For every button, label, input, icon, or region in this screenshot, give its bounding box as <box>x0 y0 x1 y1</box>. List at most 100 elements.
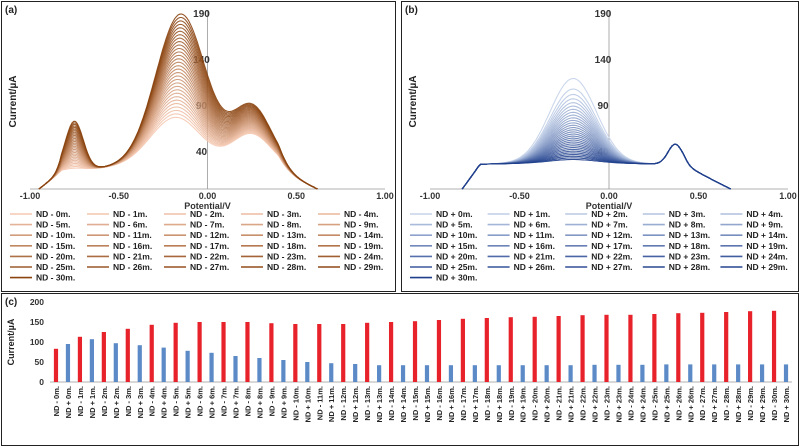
panel-b: (b) 190 140 90 40 -1.00 -0.50 0.00 0.50 1.00 Poten… <box>401 1 799 292</box>
legend-label-a: ND - 26m. <box>113 262 152 272</box>
x-tick-label-c: ND + 0m. <box>64 386 73 418</box>
bar <box>508 317 513 382</box>
x-tick-label-c: ND - 5m. <box>172 386 181 416</box>
bar <box>341 324 346 382</box>
legend-label-b: ND + 29m. <box>746 262 787 272</box>
x-tick-label-c: ND - 30m. <box>770 386 779 421</box>
x-tick-label-c: ND - 3m. <box>124 386 133 416</box>
x-tick-label-c: ND + 22m. <box>591 386 600 422</box>
legend-label-a: ND - 25m. <box>36 262 75 272</box>
x-tick-label-c: ND - 9m. <box>267 386 276 416</box>
bar <box>412 321 418 382</box>
bar <box>400 365 406 382</box>
bar <box>736 364 741 382</box>
legend-label-a: ND - 13m. <box>267 230 306 240</box>
legend-label-a: ND - 24m. <box>344 251 383 261</box>
panel-c: (c) Current/µA 0 50 100 150 200 ND - 0m. ND + 0m… <box>1 293 799 446</box>
bar <box>53 348 59 382</box>
x-tick-label-c: ND + 13m. <box>375 386 384 422</box>
bar <box>759 364 765 382</box>
legend-label-b: ND + 25m. <box>436 262 477 272</box>
bar <box>640 364 645 382</box>
x-tick-label-c: ND + 9m. <box>279 386 288 418</box>
x-tick-label-c: ND - 12m. <box>339 386 348 421</box>
legend-label-b: ND + 21m. <box>514 251 555 261</box>
x-tick-label-c: ND - 2m. <box>100 386 109 416</box>
legend-label-b: ND + 20m. <box>436 251 477 261</box>
x-tick-label-c: ND + 4m. <box>160 386 169 418</box>
legend-label-a: ND - 29m. <box>344 262 383 272</box>
bar <box>281 360 286 382</box>
legend-label-a: ND - 0m. <box>36 209 70 219</box>
x-tick-label-a: 0.50 <box>287 191 305 201</box>
x-tick-label-c: ND + 27m. <box>710 386 719 422</box>
legend-label-b: ND + 9m. <box>746 220 783 230</box>
x-tick-label-b: 1.00 <box>779 191 797 201</box>
x-tick-label-a: 1.00 <box>376 191 394 201</box>
y-tick-label-b: 190 <box>595 9 612 20</box>
legend-label-a: ND - 19m. <box>344 241 383 251</box>
legend-label-a: ND - 12m. <box>190 230 229 240</box>
x-tick-label-c: ND - 19m. <box>507 386 516 421</box>
bar <box>568 365 573 382</box>
bar <box>783 364 789 382</box>
bar <box>245 322 250 382</box>
y-tick-label-b: 140 <box>595 55 612 66</box>
x-tick-label-b: 0.00 <box>600 191 618 201</box>
bar <box>544 365 549 382</box>
x-tick-label-c: ND - 28m. <box>722 386 731 421</box>
x-tick-label-c: ND - 14m. <box>387 386 396 421</box>
legend-label-a: ND - 4m. <box>344 209 378 219</box>
x-tick-label-c: ND + 23m. <box>614 386 623 422</box>
x-tick-label-c: ND + 10m. <box>303 386 312 422</box>
bar <box>329 363 334 382</box>
legend-label-a: ND - 15m. <box>36 241 75 251</box>
x-tick-label-c: ND + 14m. <box>399 386 408 422</box>
series-line-a-17 <box>38 58 318 190</box>
x-tick-label-c: ND - 24m. <box>626 386 635 421</box>
bar <box>771 310 777 382</box>
bar <box>89 339 94 382</box>
legend-label-b: ND + 23m. <box>669 251 710 261</box>
x-tick-label-c: ND + 19m. <box>519 386 528 422</box>
x-tick-label-a: -1.00 <box>20 191 41 201</box>
legend-label-b: ND + 14m. <box>746 230 787 240</box>
x-tick-label-c: ND + 26m. <box>686 386 695 422</box>
bar <box>197 322 202 382</box>
x-axis-label-a: Potential/V <box>184 201 231 211</box>
x-tick-label-b: 0.50 <box>690 191 708 201</box>
x-tick-label-c: ND - 17m. <box>459 386 468 421</box>
legend-label-b: ND + 11m. <box>514 230 555 240</box>
bar <box>664 364 669 382</box>
legend-label-b: ND + 10m. <box>436 230 477 240</box>
x-tick-label-c: ND - 29m. <box>746 386 755 421</box>
x-tick-label-c: ND - 8m. <box>243 386 252 416</box>
bar <box>652 314 657 382</box>
y-tick-label-c: 50 <box>35 357 45 367</box>
bar <box>149 324 154 382</box>
bar <box>532 316 537 382</box>
bar <box>496 365 501 382</box>
bar <box>113 343 118 382</box>
x-tick-label-c: ND - 0m. <box>52 386 61 416</box>
bar <box>353 364 358 382</box>
y-tick-label-c: 200 <box>30 297 44 307</box>
bar <box>388 322 394 382</box>
y-tick-label-b: 90 <box>597 101 609 112</box>
x-tick-label-c: ND + 30m. <box>782 386 791 422</box>
x-axis-label-b: Potential/V <box>586 201 633 211</box>
x-tick-label-c: ND + 7m. <box>232 386 241 418</box>
x-tick-label-c: ND - 10m. <box>291 386 300 421</box>
bar <box>221 322 226 382</box>
legend-label-a: ND - 23m. <box>267 251 306 261</box>
legend-label-b: ND + 26m. <box>514 262 555 272</box>
x-tick-label-c: ND - 26m. <box>674 386 683 421</box>
y-tick-label-c: 0 <box>39 377 44 387</box>
x-tick-label-c: ND - 21m. <box>555 386 564 421</box>
legend-label-a: ND - 11m. <box>113 230 152 240</box>
x-tick-label-c: ND + 18m. <box>495 386 504 422</box>
bar <box>233 356 238 382</box>
bar <box>436 320 442 382</box>
